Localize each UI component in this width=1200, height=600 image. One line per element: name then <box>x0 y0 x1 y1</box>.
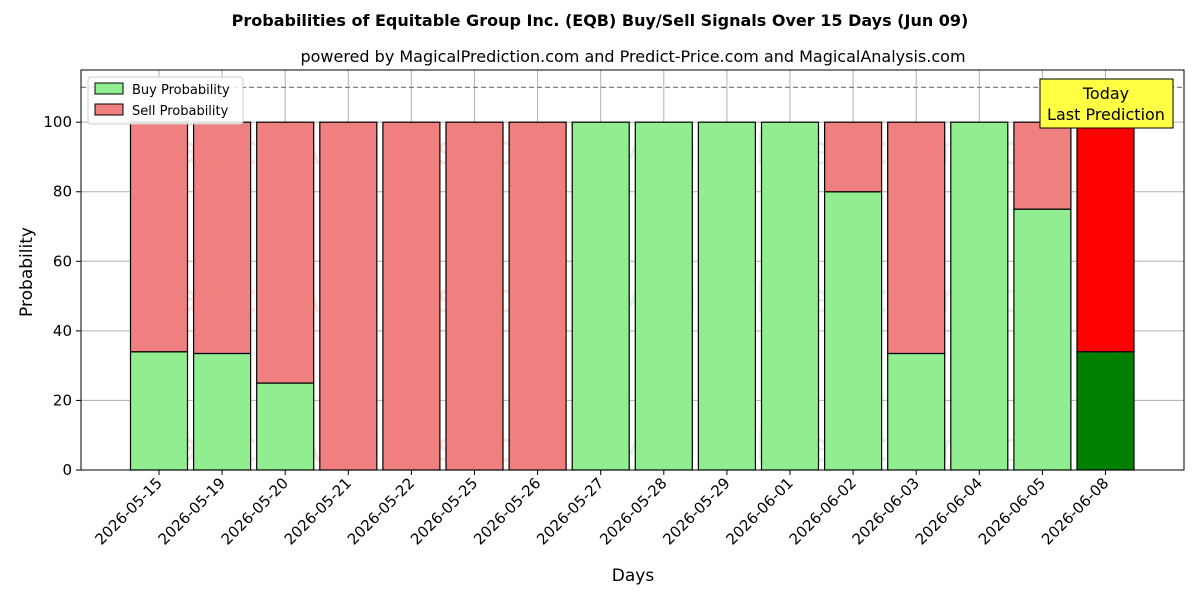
bar-sell <box>1013 121 1072 210</box>
y-tick-label: 0 <box>62 461 72 479</box>
plot-frame <box>80 69 1185 471</box>
legend: Buy Probability Sell Probability <box>87 76 244 125</box>
y-axis-label: Probability <box>17 227 37 317</box>
y-tick-label: 20 <box>53 391 72 409</box>
bar-buy <box>887 352 946 471</box>
bar-sell <box>887 121 946 355</box>
y-tick-label: 40 <box>53 322 72 340</box>
bar-buy <box>256 382 315 471</box>
legend-label-sell: Sell Probability <box>132 104 229 119</box>
chart-title: Probabilities of Equitable Group Inc. (E… <box>232 11 969 30</box>
bar-sell <box>823 121 883 193</box>
today-annotation-line1: Today <box>1082 84 1129 103</box>
bar-buy <box>571 121 630 471</box>
x-tick-label: 2026-06-01 <box>722 474 796 548</box>
x-tick-label: 2026-06-04 <box>912 474 986 548</box>
y-axis-ticks: 0 20 40 60 80 100 <box>43 113 81 479</box>
bar-sell <box>129 121 189 353</box>
bar-buy <box>193 352 252 471</box>
bar-sell <box>256 121 315 384</box>
bar-sell <box>319 121 378 471</box>
x-tick-label: 2026-05-27 <box>533 474 607 548</box>
x-tick-label: 2026-06-02 <box>786 474 860 548</box>
bar-buy <box>697 121 757 471</box>
bar-buy <box>1076 351 1135 471</box>
bar-buy <box>1013 208 1072 471</box>
bar-sell <box>1076 121 1135 353</box>
x-tick-label: 2026-05-19 <box>155 474 229 548</box>
bar-buy <box>823 191 883 471</box>
x-tick-label: 2026-05-20 <box>218 474 292 548</box>
bar-sell <box>193 121 252 355</box>
bar-buy <box>634 121 693 471</box>
x-tick-label: 2026-05-21 <box>281 474 355 548</box>
legend-swatch-sell <box>94 103 124 116</box>
bar-buy <box>950 121 1009 471</box>
bar-buy <box>129 351 189 471</box>
legend-label-buy: Buy Probability <box>132 83 230 98</box>
bars <box>129 121 1135 471</box>
bar-sell <box>382 121 441 471</box>
bar-sell <box>508 121 567 471</box>
x-tick-label: 2026-05-25 <box>407 474 481 548</box>
x-tick-label: 2026-05-28 <box>596 474 670 548</box>
legend-box <box>87 76 244 125</box>
legend-swatch-buy <box>94 82 124 95</box>
today-annotation: Today Last Prediction <box>1039 78 1174 129</box>
x-tick-label: 2026-05-22 <box>344 474 418 548</box>
x-tick-label: 2026-06-03 <box>849 474 923 548</box>
x-tick-label: 2026-05-15 <box>91 474 165 548</box>
x-axis-ticks: 2026-05-152026-05-192026-05-202026-05-21… <box>91 470 1112 548</box>
x-tick-label: 2026-05-29 <box>659 474 733 548</box>
y-tick-label: 100 <box>43 113 72 131</box>
x-axis-label: Days <box>612 566 655 586</box>
bar-buy <box>760 121 820 471</box>
today-annotation-box <box>1039 78 1174 129</box>
x-tick-label: 2026-05-26 <box>470 474 544 548</box>
x-tick-label: 2026-06-05 <box>975 474 1049 548</box>
bar-sell <box>445 121 504 471</box>
y-tick-label: 60 <box>53 252 72 270</box>
today-annotation-line2: Last Prediction <box>1047 105 1165 124</box>
x-tick-label: 2026-06-08 <box>1038 474 1112 548</box>
chart-subtitle: powered by MagicalPrediction.com and Pre… <box>300 47 965 66</box>
y-tick-label: 80 <box>53 183 72 201</box>
